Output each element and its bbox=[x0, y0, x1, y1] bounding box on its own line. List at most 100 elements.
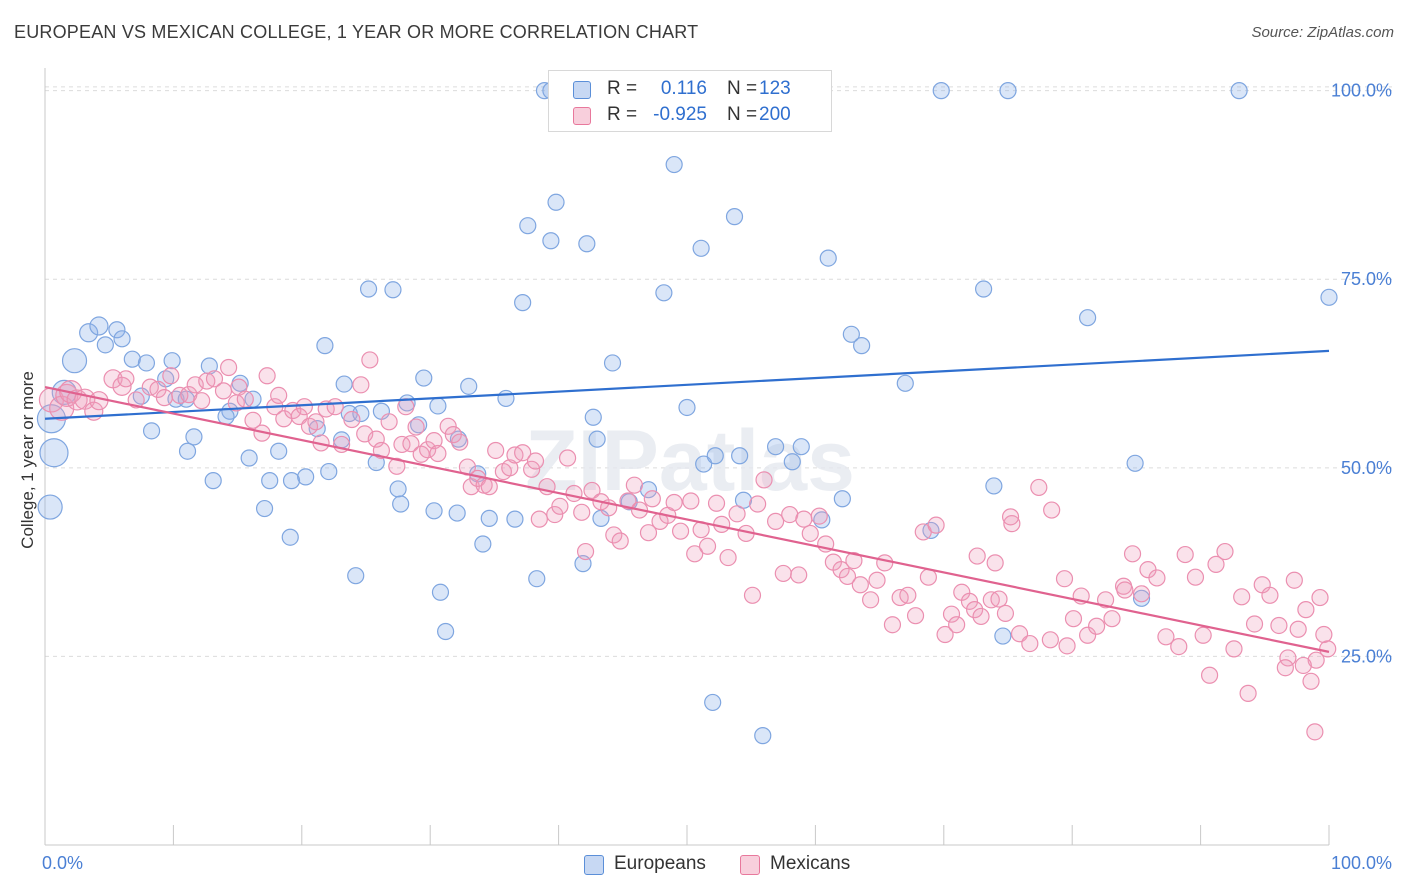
european-point bbox=[410, 416, 428, 434]
mexican-point bbox=[380, 413, 398, 431]
european-point bbox=[528, 570, 546, 588]
european-point bbox=[1126, 454, 1144, 472]
european-point bbox=[359, 280, 378, 298]
mexican-point bbox=[838, 567, 857, 586]
mexican-point bbox=[774, 564, 792, 583]
mexican-point bbox=[1225, 640, 1243, 658]
y-tick-label: 100.0% bbox=[1331, 81, 1392, 101]
europeans-swatch bbox=[573, 81, 591, 99]
mexican-point bbox=[236, 390, 254, 408]
european-point bbox=[692, 239, 710, 257]
mexican-point bbox=[1315, 625, 1333, 644]
mexican-point bbox=[1103, 610, 1121, 628]
y-tick-label: 25.0% bbox=[1341, 646, 1392, 666]
european-point bbox=[603, 354, 622, 372]
mexican-point bbox=[845, 552, 863, 570]
european-point bbox=[819, 249, 837, 267]
legend-row-mexicans: R = -0.925 N = 200 bbox=[549, 102, 831, 128]
european-point bbox=[217, 407, 235, 426]
mexican-point bbox=[832, 561, 850, 579]
n-value: 200 bbox=[759, 104, 791, 125]
mexican-point bbox=[1116, 581, 1134, 599]
european-point bbox=[792, 438, 810, 456]
european-point bbox=[123, 350, 141, 368]
european-point bbox=[437, 622, 455, 641]
mexican-point bbox=[899, 586, 917, 604]
mexican-point bbox=[162, 367, 180, 385]
mexican-point bbox=[639, 524, 658, 542]
mexican-point bbox=[707, 494, 726, 512]
european-point bbox=[108, 321, 126, 339]
mexican-point bbox=[682, 492, 700, 510]
r-label: R = bbox=[607, 104, 638, 125]
european-point bbox=[460, 377, 478, 395]
europeans-trend-line bbox=[44, 349, 1330, 420]
european-point bbox=[542, 232, 560, 250]
european-point bbox=[281, 528, 299, 546]
series-legend: Europeans Mexicans bbox=[0, 852, 1406, 878]
european-point bbox=[89, 316, 109, 336]
mexican-point bbox=[1297, 601, 1315, 619]
mexican-point bbox=[986, 554, 1004, 572]
mexican-point bbox=[743, 586, 762, 604]
legend-label: Europeans bbox=[614, 853, 706, 874]
mexican-point bbox=[927, 516, 945, 534]
european-point bbox=[316, 337, 334, 355]
mexican-point bbox=[393, 435, 411, 454]
chart-title: EUROPEAN VS MEXICAN COLLEGE, 1 YEAR OR M… bbox=[14, 22, 699, 42]
mexican-point bbox=[295, 398, 313, 416]
mexican-point bbox=[127, 391, 145, 409]
mexican-point bbox=[876, 554, 894, 572]
y-axis-label: College, 1 year or more bbox=[18, 371, 37, 549]
mexican-point bbox=[214, 382, 233, 400]
european-point bbox=[1230, 82, 1248, 100]
european-point bbox=[578, 235, 596, 253]
mexican-point bbox=[719, 548, 737, 567]
r-value: -0.925 bbox=[653, 104, 707, 125]
mexican-point bbox=[439, 417, 457, 435]
european-point bbox=[706, 447, 724, 465]
european-point bbox=[994, 627, 1012, 645]
european-point bbox=[282, 472, 301, 490]
mexican-point bbox=[514, 444, 532, 462]
r-value: 0.116 bbox=[660, 78, 707, 99]
european-point bbox=[584, 408, 602, 426]
mexican-point bbox=[1064, 610, 1083, 628]
european-point bbox=[137, 354, 156, 372]
mexican-point bbox=[810, 507, 828, 525]
mexican-point bbox=[361, 351, 379, 369]
mexican-point bbox=[1261, 586, 1279, 604]
mexican-point bbox=[1294, 656, 1312, 675]
european-point bbox=[725, 208, 744, 226]
mexican-point bbox=[968, 547, 986, 565]
european-point bbox=[704, 693, 722, 712]
mexican-point bbox=[573, 503, 591, 521]
european-point bbox=[185, 428, 203, 446]
mexican-point bbox=[906, 607, 925, 625]
mexican-point bbox=[1289, 620, 1307, 638]
mexicans-swatch bbox=[573, 107, 591, 125]
mexican-point bbox=[1041, 631, 1059, 649]
mexican-point bbox=[766, 512, 785, 530]
x-tick-label: 0.0% bbox=[42, 853, 83, 873]
european-point bbox=[79, 323, 99, 343]
mexican-point bbox=[1319, 640, 1337, 658]
mexican-point bbox=[576, 542, 595, 561]
mexican-point bbox=[583, 481, 601, 500]
european-point bbox=[448, 504, 466, 522]
european-point bbox=[655, 284, 673, 302]
mexican-point bbox=[1123, 545, 1142, 563]
mexican-point bbox=[862, 591, 880, 609]
mexicans-swatch bbox=[740, 855, 760, 875]
european-point bbox=[255, 499, 274, 518]
mexican-point bbox=[558, 449, 577, 467]
mexican-point bbox=[1200, 666, 1219, 684]
european-point bbox=[853, 337, 871, 355]
mexican-point bbox=[155, 389, 174, 407]
axes bbox=[44, 68, 1330, 846]
european-point bbox=[389, 480, 407, 498]
mexican-point bbox=[686, 545, 704, 563]
mexican-point bbox=[388, 457, 406, 475]
legend-row-europeans: R = 0.116 N = 123 bbox=[549, 76, 831, 102]
european-point bbox=[178, 442, 197, 460]
